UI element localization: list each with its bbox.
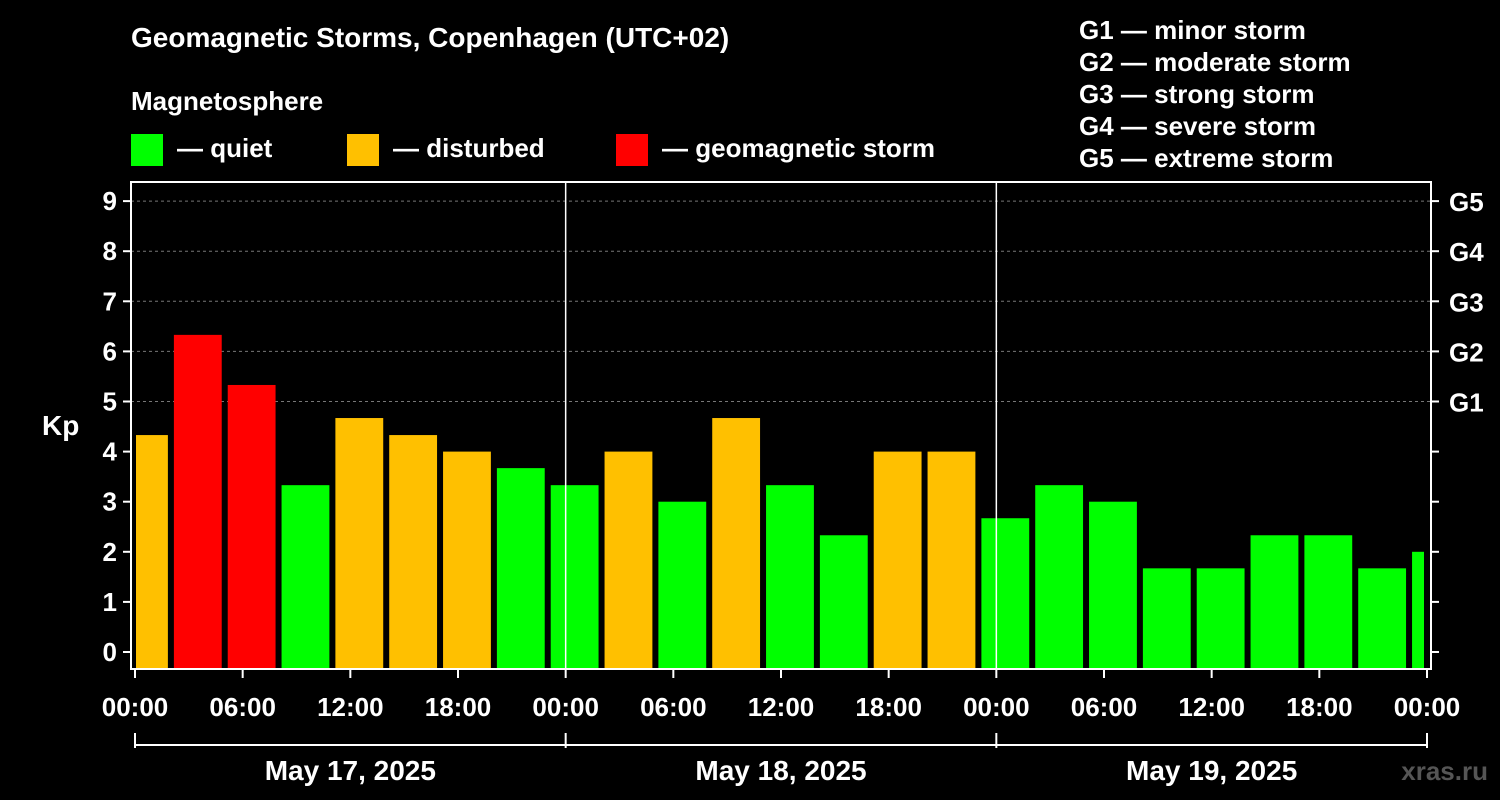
kp-bar-21 [1250,535,1299,669]
g-scale-label-g1: G1 [1449,388,1484,418]
g2-legend-line: G2 — moderate storm [1079,47,1351,77]
x-tick-label-4: 00:00 [532,692,599,722]
y-tick-label-5: 5 [103,387,117,417]
x-tick-label-0: 00:00 [102,692,169,722]
x-tick-label-2: 12:00 [317,692,384,722]
day-label-3: May 19, 2025 [1126,755,1297,786]
x-tick-label-10: 12:00 [1178,692,1245,722]
kp-bar-11 [712,418,761,669]
kp-bar-7 [496,468,545,669]
x-tick-label-9: 06:00 [1071,692,1138,722]
g-scale-label-g5: G5 [1449,187,1484,217]
kp-bar-16 [981,518,1030,669]
kp-bar-20 [1196,568,1245,669]
y-axis-label: Kp [42,410,80,441]
kp-bar-14 [873,451,922,669]
day-label-1: May 17, 2025 [265,755,436,786]
y-tick-label-4: 4 [103,437,118,467]
chart-title: Geomagnetic Storms, Copenhagen (UTC+02) [131,22,730,53]
y-tick-label-3: 3 [103,487,117,517]
kp-bar-18 [1089,501,1137,669]
g-scale-label-g4: G4 [1449,237,1484,267]
kp-bar-1 [173,334,222,669]
quiet-swatch [131,134,163,166]
y-tick-label-8: 8 [103,236,117,266]
y-tick-label-1: 1 [103,587,117,617]
y-tick-label-6: 6 [103,336,117,366]
kp-bar-3 [281,485,330,669]
y-tick-label-0: 0 [103,637,117,667]
g-scale-label-g3: G3 [1449,287,1484,317]
kp-bar-0 [136,435,168,669]
x-tick-label-11: 18:00 [1286,692,1353,722]
y-tick-label-7: 7 [103,286,117,316]
g3-legend-line: G3 — strong storm [1079,79,1315,109]
kp-bar-10 [658,501,707,669]
kp-bar-8 [550,485,599,669]
legend-storm-text: — geomagnetic storm [662,133,936,163]
x-tick-label-5: 06:00 [640,692,707,722]
x-tick-label-6: 12:00 [748,692,815,722]
g1-legend-line: G1 — minor storm [1079,15,1306,45]
x-tick-label-1: 06:00 [209,692,276,722]
kp-bar-9 [604,451,653,669]
y-tick-label-9: 9 [103,186,117,216]
kp-bar-19 [1142,568,1191,669]
kp-bar-6 [443,451,491,669]
disturbed-swatch [347,134,379,166]
kp-bar-23 [1358,568,1407,669]
kp-bar-13 [819,535,868,669]
kp-bar-17 [1035,485,1084,669]
g5-legend-line: G5 — extreme storm [1079,143,1334,173]
storm-swatch [616,134,648,166]
kp-bar-5 [389,435,438,669]
kp-bar-4 [335,418,384,669]
x-tick-label-7: 18:00 [855,692,922,722]
g-scale-label-g2: G2 [1449,337,1484,367]
day-label-2: May 18, 2025 [695,755,866,786]
magnetosphere-label: Magnetosphere [131,86,324,116]
x-tick-label-12: 00:00 [1394,692,1461,722]
watermark: xras.ru [1401,756,1488,786]
x-tick-label-8: 00:00 [963,692,1030,722]
x-tick-label-3: 18:00 [425,692,492,722]
kp-bar-2 [227,384,276,669]
kp-bar-24 [1412,551,1424,669]
kp-bar-15 [927,451,976,669]
g4-legend-line: G4 — severe storm [1079,111,1317,141]
legend-quiet-text: — quiet [177,133,273,163]
y-tick-label-2: 2 [103,537,117,567]
kp-bar-22 [1304,535,1353,669]
kp-bar-12 [766,485,814,669]
legend-disturbed-text: — disturbed [393,133,545,163]
